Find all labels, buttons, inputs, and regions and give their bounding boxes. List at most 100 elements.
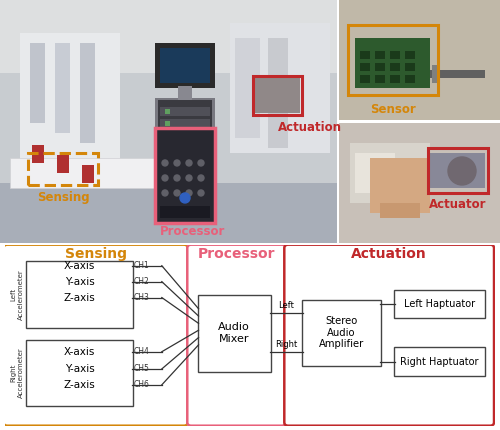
Bar xyxy=(160,143,210,152)
Text: Actuation: Actuation xyxy=(278,121,342,134)
Bar xyxy=(430,153,485,188)
Text: CH2: CH2 xyxy=(134,277,150,286)
Circle shape xyxy=(162,175,168,181)
Circle shape xyxy=(198,175,204,181)
Text: Right: Right xyxy=(275,340,297,349)
Text: Actuator: Actuator xyxy=(429,198,487,211)
Bar xyxy=(178,86,192,108)
Text: Left
Accelerometer: Left Accelerometer xyxy=(11,269,24,320)
Bar xyxy=(337,0,339,243)
Bar xyxy=(28,153,98,185)
Bar xyxy=(165,145,170,150)
Bar xyxy=(160,131,210,140)
Text: Right
Accelerometer: Right Accelerometer xyxy=(11,347,24,398)
Circle shape xyxy=(180,193,190,203)
Bar xyxy=(235,38,260,138)
Bar xyxy=(230,23,330,153)
Bar xyxy=(0,183,337,243)
Bar xyxy=(158,100,212,178)
Text: Z-axis: Z-axis xyxy=(64,380,96,390)
Bar xyxy=(57,155,69,173)
Bar xyxy=(165,109,170,114)
Bar xyxy=(350,143,430,203)
Circle shape xyxy=(186,175,192,181)
Bar xyxy=(375,51,385,59)
Text: CH1: CH1 xyxy=(134,261,150,270)
Bar xyxy=(348,25,438,95)
Circle shape xyxy=(174,190,180,196)
Bar xyxy=(355,153,395,193)
Bar xyxy=(370,158,430,213)
Bar xyxy=(160,167,210,176)
Bar xyxy=(390,51,400,59)
Text: Processor: Processor xyxy=(160,225,226,238)
Bar xyxy=(155,43,215,88)
Bar xyxy=(360,63,370,71)
Text: X-axis: X-axis xyxy=(64,347,95,357)
Circle shape xyxy=(186,160,192,166)
Circle shape xyxy=(162,160,168,166)
Bar xyxy=(360,75,370,83)
Text: CH6: CH6 xyxy=(134,381,150,389)
Bar xyxy=(338,0,500,121)
FancyBboxPatch shape xyxy=(198,295,270,372)
Text: Sensor: Sensor xyxy=(370,103,416,116)
Bar xyxy=(160,206,210,218)
Bar xyxy=(160,155,210,164)
Circle shape xyxy=(448,157,476,185)
Bar xyxy=(268,38,288,148)
Circle shape xyxy=(174,160,180,166)
Bar xyxy=(405,51,415,59)
Bar xyxy=(160,48,210,83)
Circle shape xyxy=(162,190,168,196)
Text: Right Haptuator: Right Haptuator xyxy=(400,356,479,367)
Bar xyxy=(253,76,302,115)
Bar xyxy=(32,145,44,163)
FancyBboxPatch shape xyxy=(26,261,134,328)
Bar xyxy=(20,33,120,163)
Bar xyxy=(0,0,337,243)
Bar xyxy=(155,128,215,223)
Text: Stereo
Audio
Amplifier: Stereo Audio Amplifier xyxy=(319,316,364,350)
FancyBboxPatch shape xyxy=(26,340,134,406)
Text: Actuation: Actuation xyxy=(352,247,427,261)
Text: CH3: CH3 xyxy=(134,293,150,302)
Bar xyxy=(428,148,488,193)
Bar xyxy=(165,169,170,174)
Bar xyxy=(375,63,385,71)
Bar xyxy=(80,43,95,143)
Circle shape xyxy=(186,190,192,196)
Bar xyxy=(380,203,420,218)
FancyBboxPatch shape xyxy=(394,347,485,376)
Bar xyxy=(255,78,300,113)
Text: Left Haptuator: Left Haptuator xyxy=(404,299,475,309)
Bar xyxy=(165,133,170,138)
Bar xyxy=(390,75,400,83)
Bar xyxy=(10,158,160,188)
Text: Z-axis: Z-axis xyxy=(64,292,96,303)
Circle shape xyxy=(174,175,180,181)
Bar xyxy=(160,107,210,116)
Bar xyxy=(30,43,45,123)
Bar xyxy=(405,63,415,71)
Bar xyxy=(430,70,485,78)
Bar xyxy=(0,0,337,73)
Text: Sensing: Sensing xyxy=(36,191,90,204)
Bar xyxy=(82,165,94,183)
Bar xyxy=(165,121,170,126)
Text: Processor: Processor xyxy=(198,247,275,261)
Bar xyxy=(165,157,170,162)
Circle shape xyxy=(198,190,204,196)
Bar xyxy=(55,43,70,133)
Text: Sensing: Sensing xyxy=(64,247,126,261)
Text: Y-axis: Y-axis xyxy=(64,276,94,287)
FancyBboxPatch shape xyxy=(188,245,286,426)
FancyBboxPatch shape xyxy=(4,245,188,426)
Text: Y-axis: Y-axis xyxy=(64,364,94,374)
Bar xyxy=(355,38,430,88)
Bar xyxy=(360,51,370,59)
Text: CH4: CH4 xyxy=(134,347,150,356)
Text: CH5: CH5 xyxy=(134,365,150,373)
Bar xyxy=(338,122,500,243)
Text: Left: Left xyxy=(278,301,294,310)
